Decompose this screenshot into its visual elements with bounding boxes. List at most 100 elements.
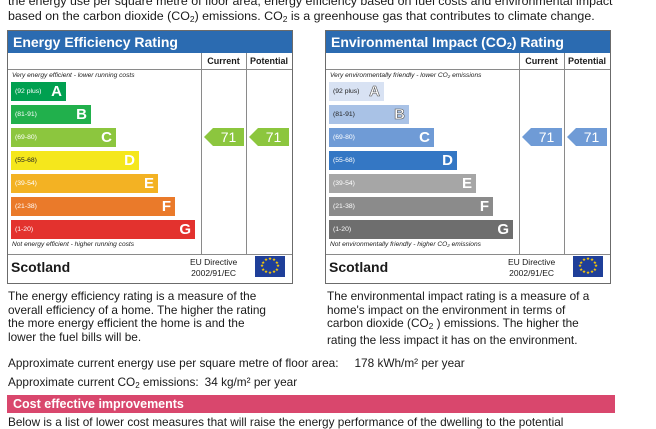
rating-band-b: (81-91) B — [329, 105, 409, 124]
band-range-label: (69-80) — [15, 134, 37, 141]
divider — [201, 53, 202, 254]
directive-line-2: 2002/91/EC — [191, 268, 237, 278]
flag-star-icon: ★ — [582, 269, 587, 275]
rating-band-d: (55-68) D — [329, 151, 457, 170]
band-range-label: (21-38) — [333, 203, 355, 210]
rating-band-a: (92 plus) A — [329, 82, 384, 101]
band-letter: A — [369, 83, 380, 101]
band-letter: B — [76, 106, 87, 123]
band-letter: B — [394, 106, 405, 124]
flag-star-icon: ★ — [592, 259, 597, 265]
intro-sub: 2 — [189, 13, 195, 24]
flag-star-icon: ★ — [582, 256, 587, 262]
band-letter: G — [179, 221, 191, 238]
rating-band-f: (21-38) F — [11, 197, 175, 216]
potential-rating-arrow: 71 — [567, 128, 607, 146]
eu-directive: EU Directive 2002/91/EC — [190, 257, 237, 279]
flag-star-icon: ★ — [590, 269, 595, 275]
flag-star-icon: ★ — [272, 256, 277, 262]
rating-band-c: (69-80) C — [11, 128, 116, 147]
energy-use-value: 178 kWh/m² per year — [354, 356, 465, 370]
divider — [326, 69, 610, 70]
energy-use-line: Approximate current energy use per squar… — [8, 356, 465, 370]
band-letter: F — [161, 198, 171, 215]
band-range-label: (92 plus) — [15, 88, 42, 95]
flag-star-icon: ★ — [590, 256, 595, 262]
flag-star-icon: ★ — [586, 270, 591, 275]
divider — [8, 69, 292, 70]
current-column-header: Current — [207, 56, 240, 66]
rating-band-g: (1-20) G — [11, 220, 195, 239]
desc-sub: 2 — [428, 321, 434, 331]
flag-star-icon: ★ — [264, 269, 269, 275]
divider — [326, 254, 610, 255]
flag-star-icon: ★ — [579, 266, 584, 272]
desc-part: ) emissions. The higher the — [433, 316, 579, 330]
flag-star-icon: ★ — [261, 259, 266, 265]
band-range-label: (21-38) — [15, 203, 37, 210]
flag-star-icon: ★ — [594, 263, 599, 268]
intro-line-2-a: based on the carbon dioxide (CO — [8, 8, 190, 23]
eu-flag-icon: ★ ★ ★ ★ ★ ★ ★ ★ ★ ★ ★ ★ — [573, 256, 603, 277]
current-rating-arrow: 71 — [522, 128, 562, 146]
flag-star-icon: ★ — [274, 259, 279, 265]
eu-directive: EU Directive 2002/91/EC — [508, 257, 555, 279]
desc-line: home's impact on the environment in term… — [327, 302, 566, 317]
intro-line-2-c: is a greenhouse gas that contributes to … — [287, 8, 595, 23]
region-label: Scotland — [329, 259, 389, 275]
divider — [519, 53, 520, 254]
bottom-note: Not environmentally friendly - higher CO… — [330, 241, 481, 248]
band-letter: F — [479, 198, 489, 215]
intro-sub: 2 — [282, 13, 288, 24]
energy-efficiency-chart: Energy Efficiency Rating Current Potenti… — [7, 30, 293, 284]
energy-use-label: Approximate current energy use per squar… — [8, 356, 339, 370]
co2-label: emissions: — [139, 375, 199, 389]
flag-star-icon: ★ — [261, 266, 266, 272]
eu-flag-icon: ★ ★ ★ ★ ★ ★ ★ ★ ★ ★ ★ ★ — [255, 256, 285, 277]
flag-star-icon: ★ — [268, 270, 273, 275]
title-part: ) Rating — [511, 34, 564, 50]
bottom-note: Not energy efficient - higher running co… — [12, 241, 135, 248]
band-range-label: (81-91) — [15, 111, 37, 118]
energy-efficiency-title: Energy Efficiency Rating — [8, 31, 292, 53]
potential-rating-value: 71 — [583, 129, 600, 145]
improvements-intro: Below is a list of lower cost measures t… — [8, 415, 564, 429]
desc-line: The energy efficiency rating is a measur… — [8, 289, 257, 303]
band-letter: G — [497, 221, 509, 238]
flag-star-icon: ★ — [272, 269, 277, 275]
desc-line: lower the fuel bills will be. — [8, 329, 142, 344]
band-letter: D — [442, 152, 453, 169]
band-range-label: (92 plus) — [333, 88, 360, 95]
divider — [8, 254, 292, 255]
title-part: Environmental Impact (CO — [331, 34, 507, 50]
desc-line: rating the less impact it has on the env… — [327, 332, 578, 347]
environmental-impact-chart: Environmental Impact (CO2) Rating Curren… — [325, 30, 611, 284]
flag-star-icon: ★ — [274, 266, 279, 272]
directive-line-1: EU Directive — [508, 257, 556, 267]
potential-column-header: Potential — [567, 56, 606, 66]
desc-part: carbon dioxide (CO — [327, 316, 429, 330]
band-range-label: (81-91) — [333, 111, 355, 118]
intro-text: the energy use per square metre of floor… — [8, 0, 653, 26]
current-rating-arrow: 71 — [204, 128, 244, 146]
rating-band-c: (69-80) C — [329, 128, 434, 147]
band-letter: E — [143, 175, 154, 192]
co2-sub: 2 — [135, 381, 140, 390]
flag-star-icon: ★ — [578, 263, 583, 268]
potential-rating-value: 71 — [265, 129, 282, 145]
rating-band-f: (21-38) F — [329, 197, 493, 216]
rating-band-g: (1-20) G — [329, 220, 513, 239]
intro-line-1: the energy use per square metre of floor… — [8, 0, 613, 8]
current-rating-value: 71 — [538, 129, 555, 145]
band-range-label: (39-54) — [15, 180, 37, 187]
directive-line-2: 2002/91/EC — [509, 268, 555, 278]
band-letter: C — [101, 129, 112, 146]
band-range-label: (55-68) — [15, 157, 37, 164]
intro-line-2-b: ) emissions. CO — [194, 8, 283, 23]
rating-band-d: (55-68) D — [11, 151, 139, 170]
energy-efficiency-description: The energy efficiency rating is a measur… — [8, 289, 308, 344]
band-range-label: (69-80) — [333, 134, 355, 141]
environmental-impact-title: Environmental Impact (CO2) Rating — [326, 31, 610, 53]
co2-label: Approximate current CO — [8, 375, 136, 389]
environmental-impact-description: The environmental impact rating is a mea… — [327, 289, 647, 347]
